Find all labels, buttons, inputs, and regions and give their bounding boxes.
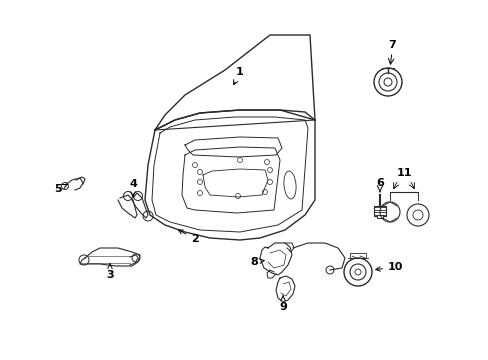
- Text: 7: 7: [387, 40, 395, 50]
- Text: 10: 10: [375, 262, 403, 272]
- Text: 11: 11: [395, 168, 411, 178]
- Text: 1: 1: [233, 67, 244, 85]
- Circle shape: [354, 269, 360, 275]
- Text: 3: 3: [106, 264, 114, 280]
- Text: 8: 8: [250, 257, 264, 267]
- Text: 6: 6: [375, 178, 383, 188]
- Text: 4: 4: [129, 179, 137, 196]
- Bar: [349, 253, 365, 258]
- Bar: [376, 215, 382, 218]
- Text: 2: 2: [178, 230, 199, 244]
- Text: 5: 5: [54, 184, 67, 194]
- Circle shape: [383, 78, 391, 86]
- Text: 9: 9: [279, 296, 286, 312]
- Bar: [373, 206, 385, 216]
